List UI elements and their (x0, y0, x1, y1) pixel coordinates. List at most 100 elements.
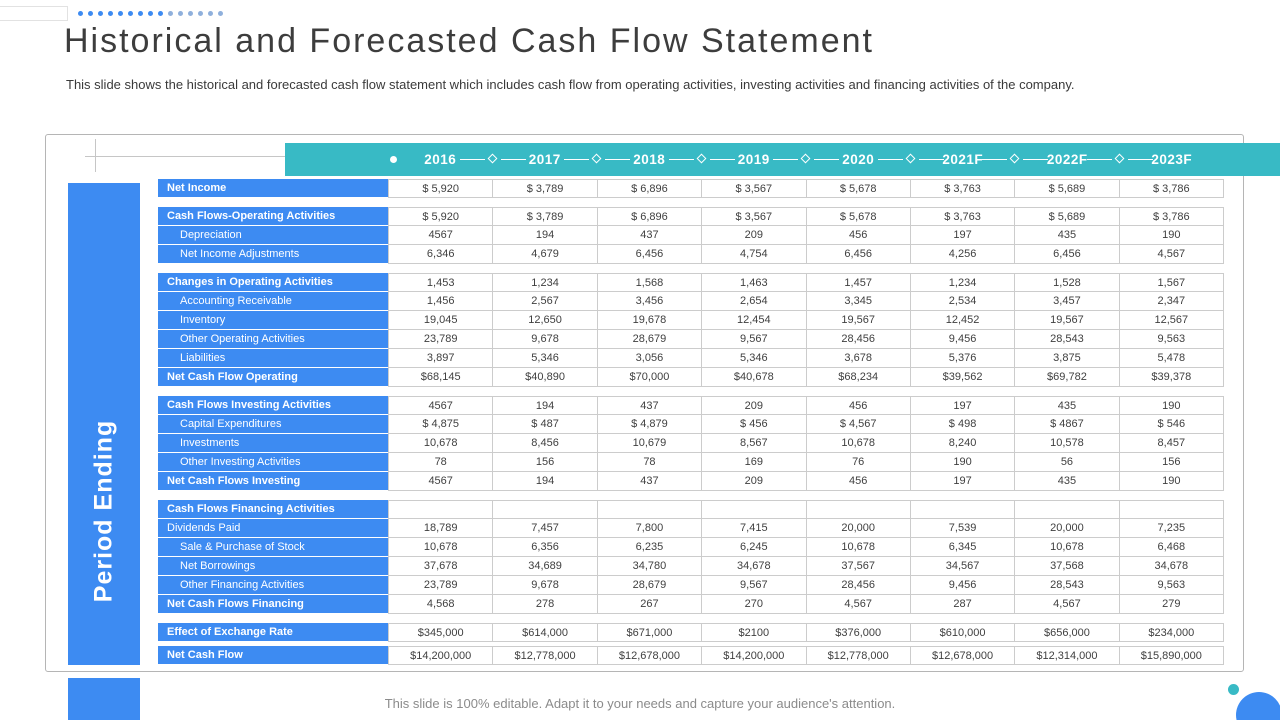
timeline-connector-icon (564, 153, 630, 164)
value-cell: 10,678 (388, 434, 494, 453)
value-cell: 6,346 (388, 245, 494, 264)
timeline-connector-icon (877, 153, 944, 164)
value-cell: 6,356 (493, 538, 598, 557)
table-row: Net Income Adjustments 6,346 4,679 6,456 4,7… (158, 245, 1224, 264)
dot-icon (138, 11, 143, 16)
value-cell: 3,678 (806, 349, 911, 368)
value-cell: 2,534 (910, 292, 1016, 311)
year-label: 2021F (942, 152, 984, 167)
dot-icon (128, 11, 133, 16)
value-cell: 435 (1015, 226, 1120, 245)
row-label: Accounting Receivable (158, 292, 388, 311)
value-cell: 1,463 (702, 273, 807, 292)
value-cell: $12,678,000 (597, 646, 703, 665)
value-cell (806, 500, 911, 519)
table-section: Net Income $ 5,920 $ 3,789 $ 6,896 $ 3,567 $ … (158, 179, 1224, 198)
dot-icon (78, 11, 83, 16)
value-cell: 156 (493, 453, 598, 472)
value-cell: 4,568 (388, 595, 494, 614)
value-cell: 9,563 (1119, 330, 1224, 349)
table-row: Net Cash Flows Investing 4567 194 437 209 456… (158, 472, 1224, 491)
value-cell: 6,345 (910, 538, 1016, 557)
year-header-band: 2016 2017 2018 2019 2020 2021F 2022F 2023F (285, 143, 1280, 176)
value-cell: 23,789 (388, 576, 494, 595)
row-label: Cash Flows Investing Activities (158, 396, 388, 415)
value-cell: 10,678 (806, 434, 911, 453)
value-cell: 1,528 (1015, 273, 1120, 292)
value-cell: 34,678 (1119, 557, 1224, 576)
table-row: Other Investing Activities 78 156 78 169 76 19… (158, 453, 1224, 472)
value-cell (910, 500, 1016, 519)
value-cell: $12,678,000 (910, 646, 1016, 665)
value-cell: $656,000 (1015, 623, 1120, 642)
value-cell: $70,000 (597, 368, 703, 387)
table-row: Cash Flows Financing Activities (158, 500, 1224, 519)
value-cell: 156 (1119, 453, 1224, 472)
row-label: Net Borrowings (158, 557, 388, 576)
value-cell: 197 (910, 226, 1016, 245)
value-cell: 4567 (388, 226, 494, 245)
value-cell: 6,456 (597, 245, 703, 264)
value-cell: 4,567 (1015, 595, 1120, 614)
page-title: Historical and Forecasted Cash Flow Stat… (64, 22, 874, 60)
value-cell: 279 (1119, 595, 1224, 614)
value-cell: $ 5,689 (1015, 179, 1120, 198)
top-left-tab-decoration (0, 6, 68, 21)
value-cell: 190 (1119, 396, 1224, 415)
table-row: Other Financing Activities 23,789 9,678 28,… (158, 576, 1224, 595)
row-label: Liabilities (158, 349, 388, 368)
value-cell: 437 (597, 472, 703, 491)
value-cell: $ 4,879 (597, 415, 703, 434)
value-cell: $376,000 (806, 623, 911, 642)
value-cell (388, 500, 494, 519)
dot-icon (218, 11, 223, 16)
row-label: Depreciation (158, 226, 388, 245)
value-cell: 3,457 (1015, 292, 1120, 311)
table-section: Cash Flows Financing Activities Dividends… (158, 500, 1224, 614)
value-cell: $ 3,786 (1119, 207, 1224, 226)
table-row: Net Cash Flow Operating $68,145 $40,890 $70… (158, 368, 1224, 387)
value-cell: 7,235 (1119, 519, 1224, 538)
value-cell: $ 3,786 (1119, 179, 1224, 198)
value-cell: 34,780 (597, 557, 703, 576)
year-label: 2020 (842, 152, 875, 167)
table-row: Net Borrowings 37,678 34,689 34,780 34,678 37… (158, 557, 1224, 576)
row-label: Cash Flows-Operating Activities (158, 207, 388, 226)
value-cell: 194 (493, 396, 598, 415)
row-label: Net Cash Flow (158, 646, 388, 665)
dot-icon (178, 11, 183, 16)
dot-icon (158, 11, 163, 16)
value-cell: 2,654 (702, 292, 807, 311)
table-section: Net Cash Flow $14,200,000 $12,778,000 $12,6… (158, 646, 1224, 665)
value-cell: 194 (493, 472, 598, 491)
value-cell: $ 5,920 (388, 179, 494, 198)
year-column-header: 2018 (564, 143, 702, 176)
row-label: Cash Flows Financing Activities (158, 500, 388, 519)
value-cell: 37,568 (1015, 557, 1120, 576)
value-cell: 10,679 (597, 434, 703, 453)
table-section: Cash Flows-Operating Activities $ 5,920 $ … (158, 207, 1224, 264)
value-cell: 28,456 (806, 576, 911, 595)
value-cell (597, 500, 703, 519)
year-column-header: 2021F (877, 143, 1016, 176)
timeline-connector-icon (773, 153, 839, 164)
value-cell: 3,875 (1015, 349, 1120, 368)
value-cell: 197 (910, 396, 1016, 415)
row-label: Net Cash Flows Investing (158, 472, 388, 491)
value-cell: $ 5,678 (806, 179, 911, 198)
value-cell: $40,890 (493, 368, 598, 387)
value-cell: 267 (597, 595, 703, 614)
value-cell: $ 4,875 (388, 415, 494, 434)
value-cell: 19,567 (806, 311, 911, 330)
value-cell: 12,452 (910, 311, 1016, 330)
value-cell: 169 (702, 453, 807, 472)
value-cell: 1,456 (388, 292, 494, 311)
table-row: Net Cash Flow $14,200,000 $12,778,000 $12,6… (158, 646, 1224, 665)
row-label: Sale & Purchase of Stock (158, 538, 388, 557)
table-row: Capital Expenditures $ 4,875 $ 487 $ 4,879 $… (158, 415, 1224, 434)
value-cell: $ 3,567 (702, 179, 807, 198)
value-cell: 23,789 (388, 330, 494, 349)
value-cell: $234,000 (1119, 623, 1224, 642)
value-cell: $15,890,000 (1119, 646, 1224, 665)
value-cell: $ 5,689 (1015, 207, 1120, 226)
